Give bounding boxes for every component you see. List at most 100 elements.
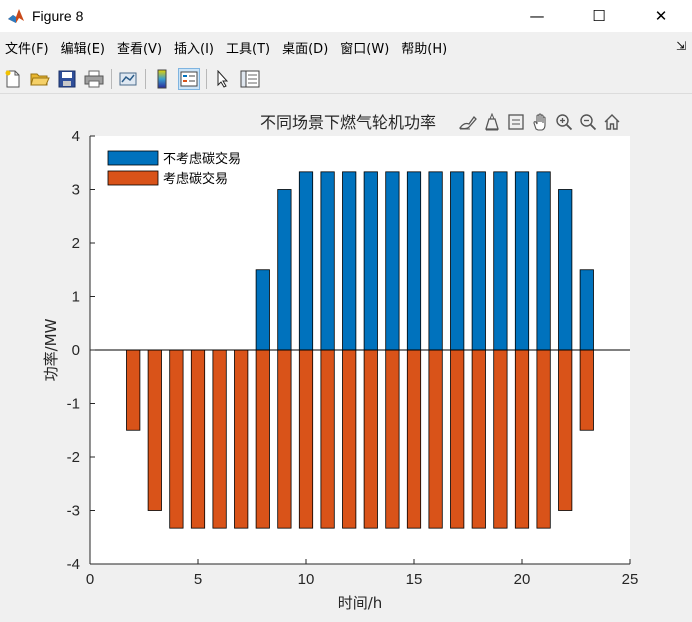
- open-file-button[interactable]: [29, 68, 51, 90]
- menu-window[interactable]: 窗口(W): [340, 41, 390, 57]
- y-axis-label: 功率/MW: [42, 318, 60, 381]
- bar-series-2-x-4: [169, 349, 184, 529]
- restore-layout-button[interactable]: [504, 111, 528, 133]
- y-tick-label--4: -4: [67, 556, 80, 573]
- bar-series-1-x-13: [363, 171, 378, 351]
- zoom-in-icon: [556, 114, 573, 131]
- zoom-out-icon: [580, 114, 597, 131]
- bar-series-1-x-11: [320, 171, 335, 351]
- menu-overflow-icon[interactable]: ⇲: [675, 39, 686, 53]
- bar-series-2-x-20: [514, 349, 530, 529]
- bar-series-2-x-10: [298, 349, 314, 529]
- print-button[interactable]: [83, 68, 105, 90]
- insert-colorbar-button[interactable]: [151, 68, 173, 90]
- bar-series-2-x-9: [277, 349, 292, 529]
- title-bar: Figure 8 — ☐ ✕: [0, 0, 692, 32]
- bar-series-1-x-17: [450, 171, 465, 351]
- data-tip-icon: [485, 113, 499, 131]
- bar-series-2-x-12: [342, 349, 357, 529]
- bar-series-1-x-14: [385, 171, 400, 351]
- print-icon: [84, 70, 104, 87]
- insert-legend-button[interactable]: [178, 67, 200, 90]
- menu-file[interactable]: 文件(F): [5, 41, 49, 57]
- window-title: Figure 8: [32, 8, 84, 24]
- y-tick-label-2: 2: [72, 235, 80, 252]
- maximize-button[interactable]: ☐: [592, 7, 606, 25]
- x-tick-label-15: 15: [406, 571, 423, 588]
- x-tick-label-0: 0: [86, 571, 94, 588]
- restore-view-button[interactable]: [600, 111, 624, 133]
- menu-insert[interactable]: 插入(I): [174, 41, 215, 57]
- bar-series-1-x-23: [579, 269, 594, 351]
- new-figure-button[interactable]: [2, 68, 24, 90]
- bar-series-2-x-13: [363, 349, 378, 529]
- bar-series-2-x-15: [406, 349, 422, 529]
- x-tick-label-10: 10: [298, 571, 315, 588]
- y-tick-label-1: 1: [72, 289, 80, 306]
- bar-series-2-x-22: [558, 349, 573, 511]
- bar-series-1-x-15: [406, 171, 422, 351]
- zoom-in-button[interactable]: [552, 111, 576, 133]
- menu-help[interactable]: 帮助(H): [401, 41, 448, 57]
- y-tick-label--2: -2: [67, 449, 80, 466]
- y-tick-label--3: -3: [67, 503, 80, 520]
- bar-series-1-x-20: [514, 171, 530, 351]
- chart-title: 不同场景下燃气轮机功率: [260, 113, 436, 132]
- legend-box-icon: [508, 114, 524, 130]
- bar-series-2-x-7: [234, 349, 249, 529]
- bar-series-2-x-21: [536, 349, 551, 529]
- bar-series-1-x-22: [558, 189, 573, 351]
- bar-series-1-x-8: [255, 269, 270, 351]
- bar-series-1-x-12: [342, 171, 357, 351]
- insert-legend-icon: [180, 71, 198, 86]
- pan-button[interactable]: [528, 111, 552, 133]
- edit-plot-button[interactable]: [212, 68, 234, 90]
- x-tick-label-5: 5: [194, 571, 202, 588]
- menu-edit[interactable]: 编辑(E): [60, 41, 105, 57]
- menu-desktop[interactable]: 桌面(D): [282, 41, 329, 57]
- minimize-button[interactable]: —: [529, 7, 545, 25]
- bar-series-1-x-21: [536, 171, 551, 351]
- bar-series-2-x-14: [385, 349, 400, 529]
- x-axis-label: 时间/h: [338, 594, 383, 612]
- y-tick-label--1: -1: [67, 396, 80, 413]
- menu-view[interactable]: 查看(V): [116, 41, 163, 57]
- bar-series-2-x-5: [190, 349, 206, 529]
- toolbar-separator: [111, 68, 112, 89]
- axes-toolbar: [456, 111, 624, 133]
- matlab-logo-icon: [8, 9, 24, 23]
- bar-series-2-x-16: [428, 349, 443, 529]
- close-button[interactable]: ✕: [654, 7, 668, 25]
- property-inspector-button[interactable]: [239, 68, 261, 90]
- bar-series-1-x-18: [471, 171, 486, 351]
- property-inspector-icon: [240, 70, 260, 87]
- x-tick-label-25: 25: [622, 571, 639, 588]
- legend-label-1: 不考虑碳交易: [163, 151, 241, 167]
- legend-swatch-1: [107, 150, 159, 166]
- bar-series-2-x-3: [147, 349, 162, 511]
- data-cursor-button[interactable]: [480, 111, 504, 133]
- legend-label-2: 考虑碳交易: [163, 171, 228, 187]
- window-controls: — ☐ ✕: [506, 0, 692, 32]
- new-figure-icon: [5, 70, 20, 87]
- save-button[interactable]: [56, 68, 78, 90]
- menu-tools[interactable]: 工具(T): [226, 41, 271, 57]
- toolbar-separator: [145, 68, 146, 89]
- link-plot-button[interactable]: [117, 68, 139, 90]
- x-tick-label-20: 20: [514, 571, 531, 588]
- bar-series-2-x-6: [212, 349, 227, 529]
- menu-bar: 文件(F) 编辑(E) 查看(V) 插入(I) 工具(T) 桌面(D) 窗口(W…: [0, 34, 692, 60]
- bar-series-2-x-23: [579, 349, 594, 431]
- home-icon: [604, 114, 620, 130]
- bar-series-2-x-17: [450, 349, 465, 529]
- brush-data-button[interactable]: [456, 111, 480, 133]
- bar-series-2-x-11: [320, 349, 335, 529]
- save-icon: [58, 70, 76, 87]
- zoom-out-button[interactable]: [576, 111, 600, 133]
- open-folder-icon: [30, 73, 50, 85]
- y-tick-label-4: 4: [72, 128, 80, 145]
- y-tick-label-0: 0: [72, 342, 80, 359]
- bar-series-2-x-18: [471, 349, 486, 529]
